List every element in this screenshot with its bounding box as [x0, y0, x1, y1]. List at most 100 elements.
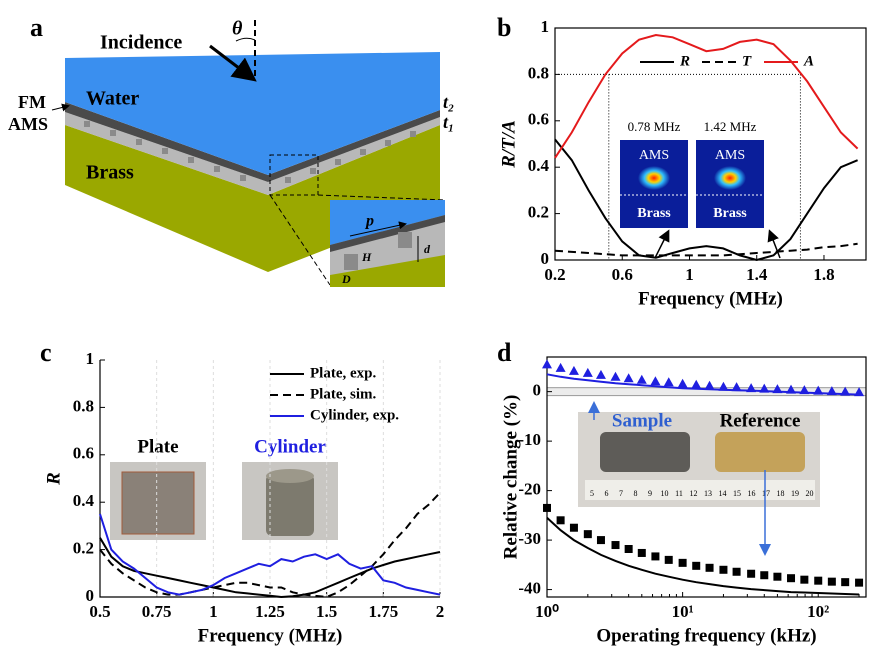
x-tick-label: 10²: [807, 602, 829, 621]
square-marker: [625, 545, 633, 553]
zoom-D: D: [341, 272, 351, 286]
inset-label: Plate: [137, 436, 178, 457]
square-marker: [651, 552, 659, 560]
ruler-number: 13: [704, 489, 712, 498]
y-tick-label: 0.2: [73, 539, 94, 558]
y-tick-label: 0.4: [528, 156, 550, 175]
photo-cylinder-top: [266, 469, 314, 483]
ruler-number: 6: [605, 489, 609, 498]
ruler-number: 12: [690, 489, 698, 498]
square-marker: [597, 536, 605, 544]
square-marker: [612, 541, 620, 549]
theta-label: θ: [232, 18, 243, 40]
inset-top: AMS: [639, 148, 669, 163]
triangle-marker: [542, 359, 552, 368]
square-marker: [747, 570, 755, 578]
inset-reference: Reference: [720, 410, 801, 431]
legend-label: Plate, exp.: [310, 365, 376, 381]
ruler-number: 7: [619, 489, 623, 498]
square-marker: [570, 524, 578, 532]
incidence-label: Incidence: [100, 32, 182, 54]
legend-label: R: [679, 53, 690, 69]
ruler-number: 14: [719, 489, 727, 498]
ruler-number: 11: [675, 489, 683, 498]
inset-bottom: Brass: [713, 206, 747, 221]
triangle-marker: [569, 366, 579, 375]
y-tick-label: 1: [541, 17, 550, 36]
diagram: a Incidence θ Water FM AMS t₂ t₁ Brass p…: [8, 13, 454, 287]
ruler-number: 17: [762, 489, 770, 498]
inset-bottom: Brass: [637, 206, 671, 221]
square-marker: [543, 504, 551, 512]
square-marker: [692, 562, 700, 570]
ruler-number: 18: [777, 489, 785, 498]
triangle-marker: [678, 379, 688, 388]
x-tick-label: 10¹: [672, 602, 694, 621]
photo-plate: [122, 472, 194, 534]
triangle-marker: [556, 363, 566, 372]
x-tick-label: 1: [685, 265, 694, 284]
square-marker: [584, 530, 592, 538]
legend-label: A: [803, 53, 814, 69]
y-tick-label: -10: [518, 430, 541, 449]
ruler-number: 5: [590, 489, 594, 498]
square-marker: [733, 568, 741, 576]
zoom-p: p: [364, 213, 374, 230]
t1-label: t₁: [443, 112, 454, 132]
y-tick-label: 0.4: [73, 491, 95, 510]
x-tick-label: 0.6: [612, 265, 633, 284]
y-axis-label: R: [43, 472, 64, 486]
x-axis-label: Frequency (MHz): [198, 625, 343, 646]
triangle-marker: [596, 370, 606, 379]
y-axis-label: R/T/A: [498, 120, 519, 169]
brass-label: Brass: [86, 162, 134, 184]
legend-label: Cylinder, exp.: [310, 407, 399, 423]
square-marker: [760, 571, 768, 579]
inset-top: AMS: [715, 148, 745, 163]
triangle-marker: [637, 375, 647, 384]
triangle-marker: [583, 368, 593, 377]
square-marker: [855, 579, 863, 587]
inset-freq: 1.42 MHz: [704, 119, 757, 134]
figure: a Incidence θ Water FM AMS t₂ t₁ Brass p…: [0, 0, 869, 656]
y-tick-label: -40: [518, 578, 541, 597]
y-tick-label: -30: [518, 529, 541, 548]
photo-sample: [600, 432, 690, 472]
fm-label: FM: [18, 92, 46, 112]
photo-reference: [715, 432, 805, 472]
y-tick-label: 0: [541, 249, 550, 268]
heatmap-spot: [714, 166, 746, 190]
x-axis-label: Operating frequency (kHz): [596, 625, 816, 646]
zoom-d: d: [424, 242, 431, 256]
triangle-marker: [691, 380, 701, 389]
legend-label: Plate, sim.: [310, 386, 376, 402]
t2-label: t₂: [443, 92, 454, 112]
x-axis-label: Frequency (MHz): [638, 288, 783, 309]
y-tick-label: 0.8: [73, 396, 94, 415]
inset-sample: Sample: [612, 410, 672, 431]
y-tick-label: 1: [86, 349, 95, 368]
square-marker: [638, 549, 646, 557]
x-tick-label: 10⁰: [535, 602, 559, 621]
panel-label: a: [30, 13, 43, 42]
legend-label: T: [742, 53, 752, 69]
inset-label: Cylinder: [254, 436, 326, 457]
triangle-marker: [611, 372, 621, 381]
ruler-number: 9: [648, 489, 652, 498]
zoom-h: H: [361, 250, 372, 264]
y-tick-label: 0: [533, 381, 542, 400]
ams-label: AMS: [8, 114, 48, 134]
panel-label: c: [40, 338, 52, 367]
square-marker: [719, 566, 727, 574]
triangle-marker: [650, 376, 660, 385]
x-tick-label: 2: [436, 602, 445, 621]
series-line: [547, 518, 859, 595]
ruler-number: 10: [661, 489, 669, 498]
triangle-marker: [624, 373, 634, 382]
ruler-number: 16: [748, 489, 756, 498]
x-tick-label: 1.75: [368, 602, 398, 621]
panel-label: d: [497, 338, 512, 367]
square-marker: [706, 564, 714, 572]
x-tick-label: 1.25: [255, 602, 285, 621]
square-marker: [557, 516, 565, 524]
